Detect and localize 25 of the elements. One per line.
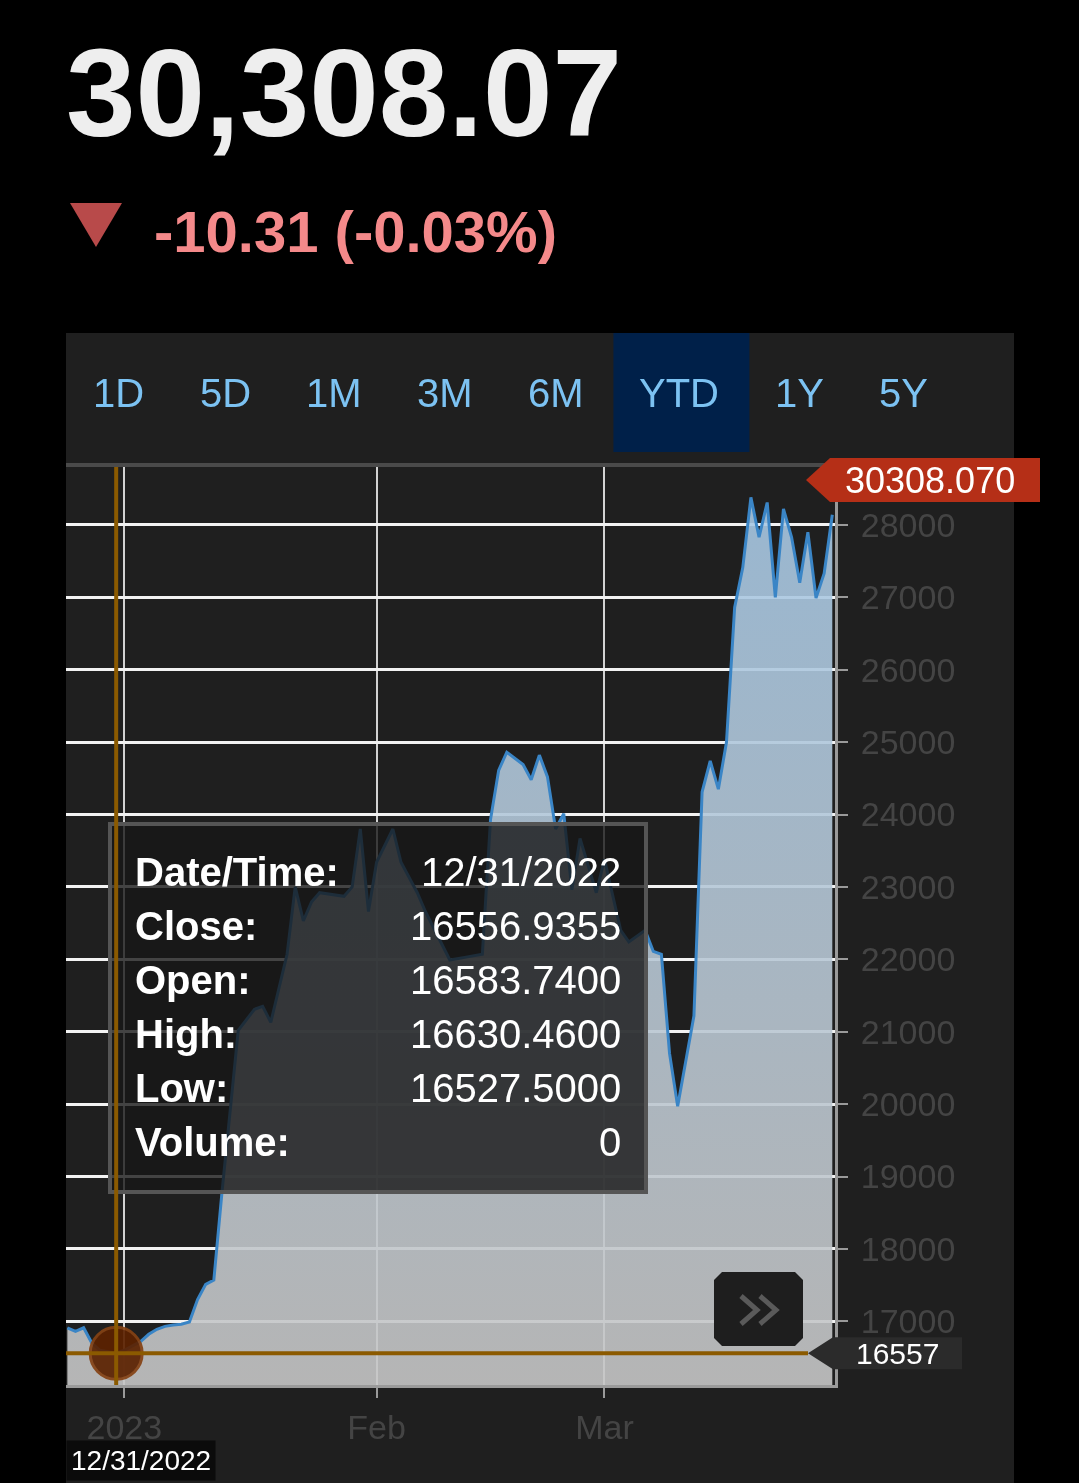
chart-subtitle: -10.31 (-0.03%) xyxy=(154,199,557,264)
text: 1Y xyxy=(775,371,824,415)
text: 1M xyxy=(306,371,362,415)
text: 6M xyxy=(528,371,584,415)
annotation: 12/31/2022 xyxy=(421,850,622,894)
annotation: Volume: xyxy=(135,1120,290,1164)
chart-title: 30,308.07 xyxy=(66,22,623,162)
text: 30308.070 xyxy=(845,460,1016,501)
text: 5Y xyxy=(879,371,928,415)
annotation: Low: xyxy=(135,1066,229,1110)
text: 1D xyxy=(93,371,145,415)
annotation: 16556.9355 xyxy=(410,904,622,948)
annotation: 16527.5000 xyxy=(410,1066,622,1110)
annotation: 0 xyxy=(599,1120,622,1164)
ref-line-label: 16557 xyxy=(856,1337,940,1370)
annotation: 16583.7400 xyxy=(410,958,622,1002)
text: YTD xyxy=(639,371,719,415)
annotation: Open: xyxy=(135,958,251,1002)
annotation: Close: xyxy=(135,904,258,948)
annotation: Date/Time: xyxy=(135,850,339,894)
ref-line-label: 12/31/2022 xyxy=(71,1445,212,1476)
text: 5D xyxy=(200,371,252,415)
annotation: High: xyxy=(135,1012,238,1056)
annotation: 16630.4600 xyxy=(410,1012,622,1056)
text: 3M xyxy=(417,371,473,415)
